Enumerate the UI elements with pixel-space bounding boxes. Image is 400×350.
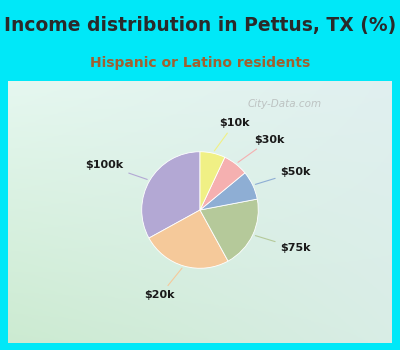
Wedge shape: [200, 157, 245, 210]
Text: $100k: $100k: [85, 160, 147, 180]
Text: $20k: $20k: [145, 268, 182, 301]
Text: City-Data.com: City-Data.com: [248, 99, 322, 108]
Text: $75k: $75k: [255, 236, 311, 253]
Wedge shape: [200, 152, 225, 210]
Wedge shape: [149, 210, 228, 268]
Wedge shape: [142, 152, 200, 238]
Text: $10k: $10k: [214, 118, 250, 151]
Wedge shape: [200, 199, 258, 261]
Text: $30k: $30k: [238, 135, 285, 162]
Text: $50k: $50k: [255, 167, 311, 184]
Wedge shape: [200, 173, 257, 210]
Text: Hispanic or Latino residents: Hispanic or Latino residents: [90, 56, 310, 70]
Text: Income distribution in Pettus, TX (%): Income distribution in Pettus, TX (%): [4, 16, 396, 35]
